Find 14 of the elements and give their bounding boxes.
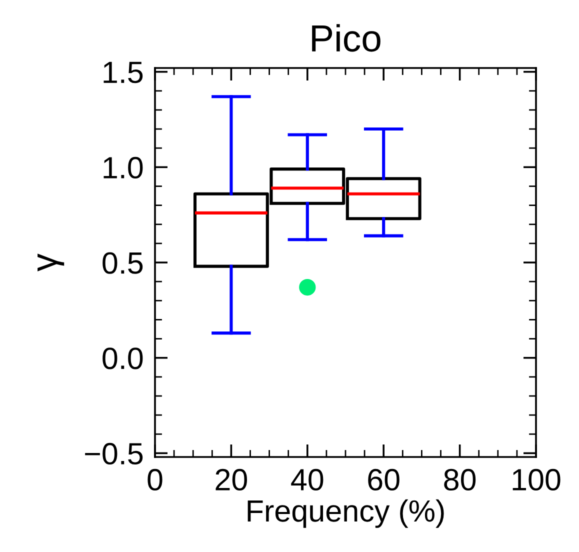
y-tick-label: 0.0 <box>102 348 143 370</box>
x-tick-label: 80 <box>444 468 476 491</box>
x-tick-label: 20 <box>216 468 247 491</box>
chart-title: Pico <box>312 24 380 52</box>
x-tick-label: 40 <box>291 468 324 491</box>
y-tick-label: 0.5 <box>102 252 143 274</box>
y-tick-label: −0.5 <box>85 442 143 465</box>
x-tick-label: 0 <box>148 468 162 491</box>
y-tick-label: 1.0 <box>104 156 143 179</box>
x-tick-label: 100 <box>512 468 560 491</box>
x-axis-title: Frequency (%) <box>248 499 444 528</box>
y-axis-title: γ <box>38 254 64 272</box>
y-tick-label: 1.5 <box>104 62 143 84</box>
x-tick-label: 60 <box>368 468 400 491</box>
